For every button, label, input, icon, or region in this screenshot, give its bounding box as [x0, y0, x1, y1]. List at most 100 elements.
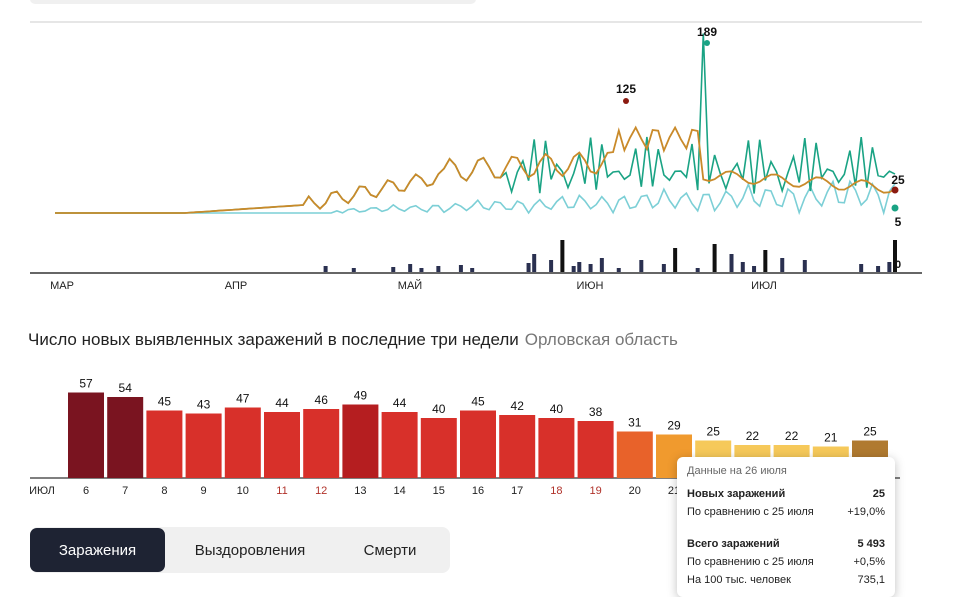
death-bar: [876, 266, 881, 272]
death-bar: [351, 268, 356, 272]
tooltip-value: 735,1: [857, 574, 885, 586]
death-bar: [729, 254, 734, 272]
bar: [146, 410, 183, 478]
death-bar: [323, 266, 328, 272]
bar-category-label: 6: [83, 485, 89, 497]
bar-value-label: 46: [315, 393, 329, 407]
tooltip-row-total-compare: По сравнению с 25 июля +0,5%: [687, 556, 885, 568]
bar: [460, 410, 496, 478]
top-scroll-stub: [30, 0, 476, 4]
bar-value-label: 25: [707, 425, 721, 439]
death-bar: [526, 263, 531, 272]
region-label[interactable]: Орловская область: [524, 330, 678, 349]
bar-value-label: 47: [236, 392, 250, 406]
bar-value-label: 49: [354, 389, 368, 403]
tooltip-value: +0,5%: [853, 556, 886, 568]
bar: [420, 418, 457, 478]
end-dot-green: [891, 204, 899, 212]
death-bar: [763, 250, 768, 272]
bar-value-label: 38: [589, 405, 603, 419]
death-bar: [887, 262, 892, 272]
bar-value-label: 54: [119, 381, 133, 395]
data-tooltip: Данные на 26 июля Новых заражений 25 По с…: [677, 457, 895, 597]
tooltip-row-new: Новых заражений 25: [687, 488, 885, 500]
tooltip-row-per100k: На 100 тыс. человек 735,1: [687, 574, 885, 586]
bar-category-label: 20: [629, 485, 641, 497]
tooltip-label: На 100 тыс. человек: [687, 574, 791, 586]
death-bar: [712, 244, 717, 272]
bar-value-label: 22: [746, 429, 760, 443]
x-tick-label: МАЙ: [398, 279, 422, 292]
bar-category-label: 16: [472, 485, 484, 497]
peak-dot-189: [704, 40, 710, 46]
bar-value-label: 31: [628, 416, 642, 430]
death-bar: [588, 264, 593, 272]
death-bar: [599, 258, 604, 272]
tooltip-value: +19,0%: [847, 506, 885, 518]
death-bar: [740, 262, 745, 272]
bar: [264, 412, 300, 478]
death-bar: [532, 254, 537, 272]
death-bar: [549, 260, 554, 272]
month-label: ИЮЛ: [29, 485, 55, 497]
death-bar: [458, 265, 463, 272]
tooltip-label: По сравнению с 25 июля: [687, 556, 814, 568]
bar: [185, 413, 222, 478]
end-label-bars: 0: [895, 259, 901, 271]
x-tick-label: МАР: [50, 280, 74, 292]
metric-tabs: Заражения Выздоровления Смерти: [30, 527, 450, 573]
tooltip-row-total: Всего заражений 5 493: [687, 538, 885, 550]
tab-recoveries[interactable]: Выздоровления: [194, 541, 306, 559]
death-bar: [695, 268, 700, 272]
bar-value-label: 43: [197, 398, 211, 412]
tab-deaths[interactable]: Смерти: [363, 541, 417, 559]
death-bar: [470, 268, 475, 272]
bar-value-label: 44: [275, 396, 289, 410]
bar-value-label: 40: [550, 402, 564, 416]
tooltip-label: Всего заражений: [687, 538, 780, 550]
bar-value-label: 21: [824, 431, 838, 445]
bar-category-label: 18: [550, 485, 562, 497]
bar: [616, 431, 653, 478]
death-bar: [661, 264, 666, 272]
bar-value-label: 45: [471, 395, 485, 409]
bar-value-label: 45: [158, 395, 172, 409]
bar-chart-title: Число новых выявленных заражений в после…: [28, 330, 678, 350]
bar-category-label: 13: [354, 485, 366, 497]
x-tick-label: ИЮЛ: [751, 280, 777, 292]
death-bar: [391, 267, 396, 272]
bar-value-label: 25: [863, 425, 877, 439]
series-daily-light: [55, 179, 896, 216]
death-bar: [577, 262, 582, 272]
tooltip-date: Данные на 26 июля: [687, 465, 787, 477]
death-bar: [802, 260, 807, 272]
bar: [577, 421, 614, 478]
death-bar: [639, 260, 644, 272]
death-bar: [408, 264, 413, 272]
bar: [538, 418, 575, 478]
bar: [107, 397, 144, 478]
end-dot-red: [891, 186, 899, 194]
death-bar: [752, 266, 757, 272]
bar-value-label: 29: [667, 419, 681, 433]
x-tick-label: ИЮН: [577, 280, 604, 292]
death-bar: [859, 264, 864, 272]
tab-infections[interactable]: Заражения: [30, 528, 165, 572]
death-bar: [436, 266, 441, 272]
tooltip-label: Новых заражений: [687, 488, 786, 500]
bar-value-label: 40: [432, 402, 446, 416]
bar: [303, 409, 340, 478]
tooltip-label: По сравнению с 25 июля: [687, 506, 814, 518]
tooltip-value: 25: [872, 488, 885, 500]
bar: [342, 404, 379, 478]
bar-value-label: 42: [511, 399, 525, 413]
bar: [499, 415, 536, 478]
bar-value-label: 22: [785, 429, 799, 443]
peak-label-189: 189: [697, 25, 717, 39]
death-bar: [673, 248, 678, 272]
death-bar: [780, 258, 785, 272]
bar-category-label: 15: [433, 485, 445, 497]
bar-value-label: 44: [393, 396, 407, 410]
bar-category-label: 17: [511, 485, 523, 497]
bar: [381, 412, 418, 478]
